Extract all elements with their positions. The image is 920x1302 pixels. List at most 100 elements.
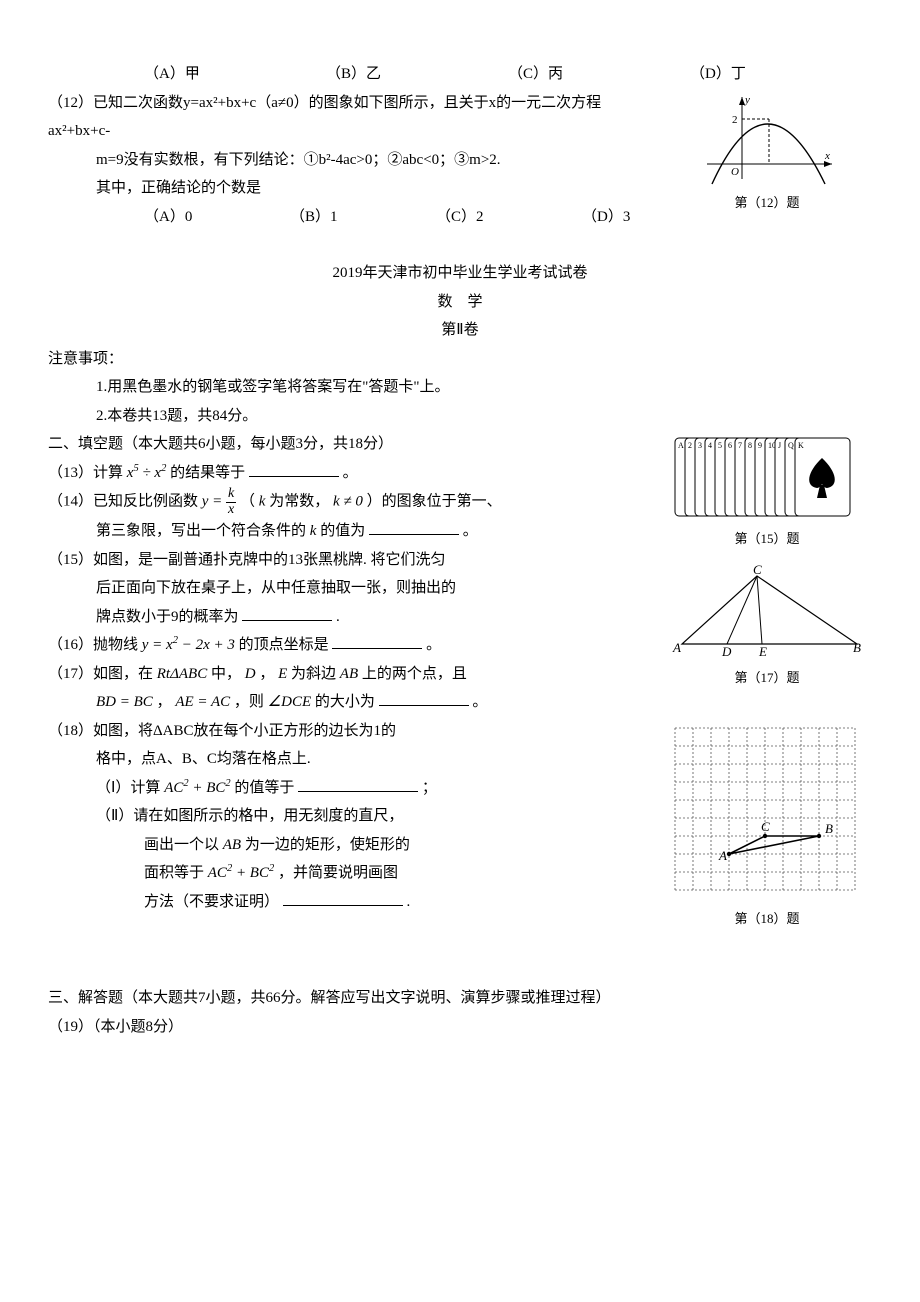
fig12-caption: 第（12）题 <box>662 191 872 216</box>
q18-ii-l3-pre: 面积等于 <box>144 865 204 881</box>
svg-text:2: 2 <box>688 441 692 450</box>
q14-line2: 第三象限，写出一个符合条件的 k 的值为 。 <box>48 517 662 546</box>
q14-line1: （14）已知反比例函数 y = kx （ k 为常数， k ≠ 0 ）的图象位于… <box>48 487 662 517</box>
q11-choice-a: （A）甲 <box>144 60 326 89</box>
fig15-svg: A2345678910JQK <box>670 430 865 525</box>
svg-text:B: B <box>825 821 833 836</box>
q15-line2: 后正面向下放在桌子上，从中任意抽取一张，则抽出的 <box>48 574 662 603</box>
fig17-C: C <box>753 564 762 577</box>
q14-p2end: 的值为 <box>320 523 365 539</box>
svg-text:A: A <box>718 848 727 863</box>
q14-yeq: y = <box>202 494 226 510</box>
q18-line2: 格中，点A、B、C均落在格点上. <box>48 745 662 774</box>
q16-post: 的顶点坐标是 <box>239 637 329 653</box>
q18-i-pre: （Ⅰ）计算 <box>96 780 160 796</box>
q13-blank <box>249 462 339 477</box>
notice-title: 注意事项： <box>48 345 872 374</box>
q17-pre: （17）如图，在 <box>48 666 153 682</box>
q14-blank <box>369 520 459 535</box>
q13-pre: （13）计算 <box>48 465 123 481</box>
q18-ii-l2: 画出一个以 AB 为一边的矩形，使矩形的 <box>48 831 662 860</box>
q18-i-expr: AC2 + BC2 <box>164 780 230 796</box>
q18-ii-l4-text: 方法（不要求证明） <box>144 894 279 910</box>
q18-ii-blank <box>283 891 403 906</box>
fig15-caption: 第（15）题 <box>662 527 872 552</box>
q14-p2: 第三象限，写出一个符合条件的 <box>96 523 306 539</box>
fig18-caption: 第（18）题 <box>662 907 872 932</box>
q15-dot: . <box>336 609 340 625</box>
svg-text:J: J <box>778 441 781 450</box>
fig17-D: D <box>721 644 732 659</box>
q14-mid2: 为常数， <box>269 494 329 510</box>
q17-rt: RtΔABC <box>157 666 207 682</box>
svg-text:3: 3 <box>698 441 702 450</box>
q17-d: D <box>245 666 256 682</box>
svg-text:A: A <box>678 441 684 450</box>
svg-text:9: 9 <box>758 441 762 450</box>
q14-end: ）的图象位于第一、 <box>367 494 502 510</box>
q17-comma: ， <box>259 666 274 682</box>
section3-title: 三、解答题（本大题共7小题，共66分。解答应写出文字说明、演算步骤或推理过程） <box>48 984 872 1013</box>
q12-stem3: 其中，正确结论的个数是 <box>48 174 662 203</box>
fig12-ylabel: y <box>744 94 750 106</box>
svg-text:Q: Q <box>788 441 794 450</box>
q17-end2: 的大小为 <box>315 694 375 710</box>
q12-stem1: （12）已知二次函数y=ax²+bx+c（a≠0）的图象如下图所示，且关于x的一… <box>48 89 662 146</box>
q18-ii-expr: AC2 + BC2 <box>208 865 274 881</box>
q11-choice-c: （C）丙 <box>508 60 690 89</box>
svg-text:8: 8 <box>748 441 752 450</box>
q18-i-post: 的值等于 <box>234 780 294 796</box>
notice-2: 2.本卷共13题，共84分。 <box>48 402 872 431</box>
q18-ii-ab: AB <box>223 837 241 853</box>
fig17: A B C D E 第（17）题 <box>662 564 872 691</box>
q18-ii-l3-post: ，并简要说明画图 <box>278 865 398 881</box>
fig18: A B C 第（18）题 <box>662 720 872 932</box>
q16-pre: （16）抛物线 <box>48 637 138 653</box>
paper-header-3: 第Ⅱ卷 <box>48 316 872 345</box>
fig15: A2345678910JQK 第（15）题 <box>662 430 872 552</box>
q15-l3: 牌点数小于9的概率为 <box>96 609 239 625</box>
q14-frac: kx <box>226 487 236 517</box>
fig17-A: A <box>672 640 681 655</box>
q14-k2: k <box>310 523 317 539</box>
paper-header-1: 2019年天津市初中毕业生学业考试试卷 <box>48 259 872 288</box>
q19-title: （19）（本小题8分） <box>48 1013 872 1042</box>
fig12-xlabel: x <box>824 150 830 162</box>
q18-i-blank <box>298 777 418 792</box>
q17-dot: 。 <box>472 694 487 710</box>
q18-i: （Ⅰ）计算 AC2 + BC2 的值等于 ； <box>48 774 662 803</box>
fig17-B: B <box>853 640 861 655</box>
q17-ab: AB <box>340 666 358 682</box>
q11-choice-b: （B）乙 <box>326 60 508 89</box>
q14-mid: （ <box>240 494 255 510</box>
q16-expr: y = x2 − 2x + 3 <box>142 637 235 653</box>
svg-text:4: 4 <box>708 441 712 450</box>
q17-blank <box>379 691 469 706</box>
q12-stem2: m=9没有实数根，有下列结论：①b²-4ac>0；②abc<0；③m>2. <box>48 146 662 175</box>
svg-text:7: 7 <box>738 441 742 450</box>
q16: （16）抛物线 y = x2 − 2x + 3 的顶点坐标是 。 <box>48 631 662 660</box>
q11-choice-d: （D）丁 <box>690 60 872 89</box>
q18-line1: （18）如图，将ΔABC放在每个小正方形的边长为1的 <box>48 717 662 746</box>
q12-choice-b: （B）1 <box>290 203 436 232</box>
q15-blank <box>242 606 332 621</box>
section2-title: 二、填空题（本大题共6小题，每小题3分，共18分） <box>48 430 662 459</box>
q17-c1: ， <box>157 694 172 710</box>
fig18-svg: A B C <box>667 720 867 905</box>
q14-k: k <box>259 494 266 510</box>
q14-dot: 。 <box>463 523 478 539</box>
q13-dot: 。 <box>343 465 358 481</box>
fig12-origin: O <box>731 166 739 178</box>
q17-mid: 中， <box>211 666 241 682</box>
q13-post: 的结果等于 <box>170 465 245 481</box>
q12-choice-c: （C）2 <box>436 203 582 232</box>
paper-header-2: 数 学 <box>48 288 872 317</box>
q17-line2: BD = BC ， AE = AC ，则 ∠DCE 的大小为 。 <box>48 688 662 717</box>
svg-text:C: C <box>761 819 770 834</box>
q17-aeac: AE = AC <box>175 694 230 710</box>
q15-line3: 牌点数小于9的概率为 . <box>48 603 662 632</box>
q14-kne: k ≠ 0 <box>333 494 363 510</box>
q17-e: E <box>278 666 287 682</box>
q12-choices: （A）0 （B）1 （C）2 （D）3 <box>48 203 728 232</box>
q12-choice-a: （A）0 <box>144 203 290 232</box>
